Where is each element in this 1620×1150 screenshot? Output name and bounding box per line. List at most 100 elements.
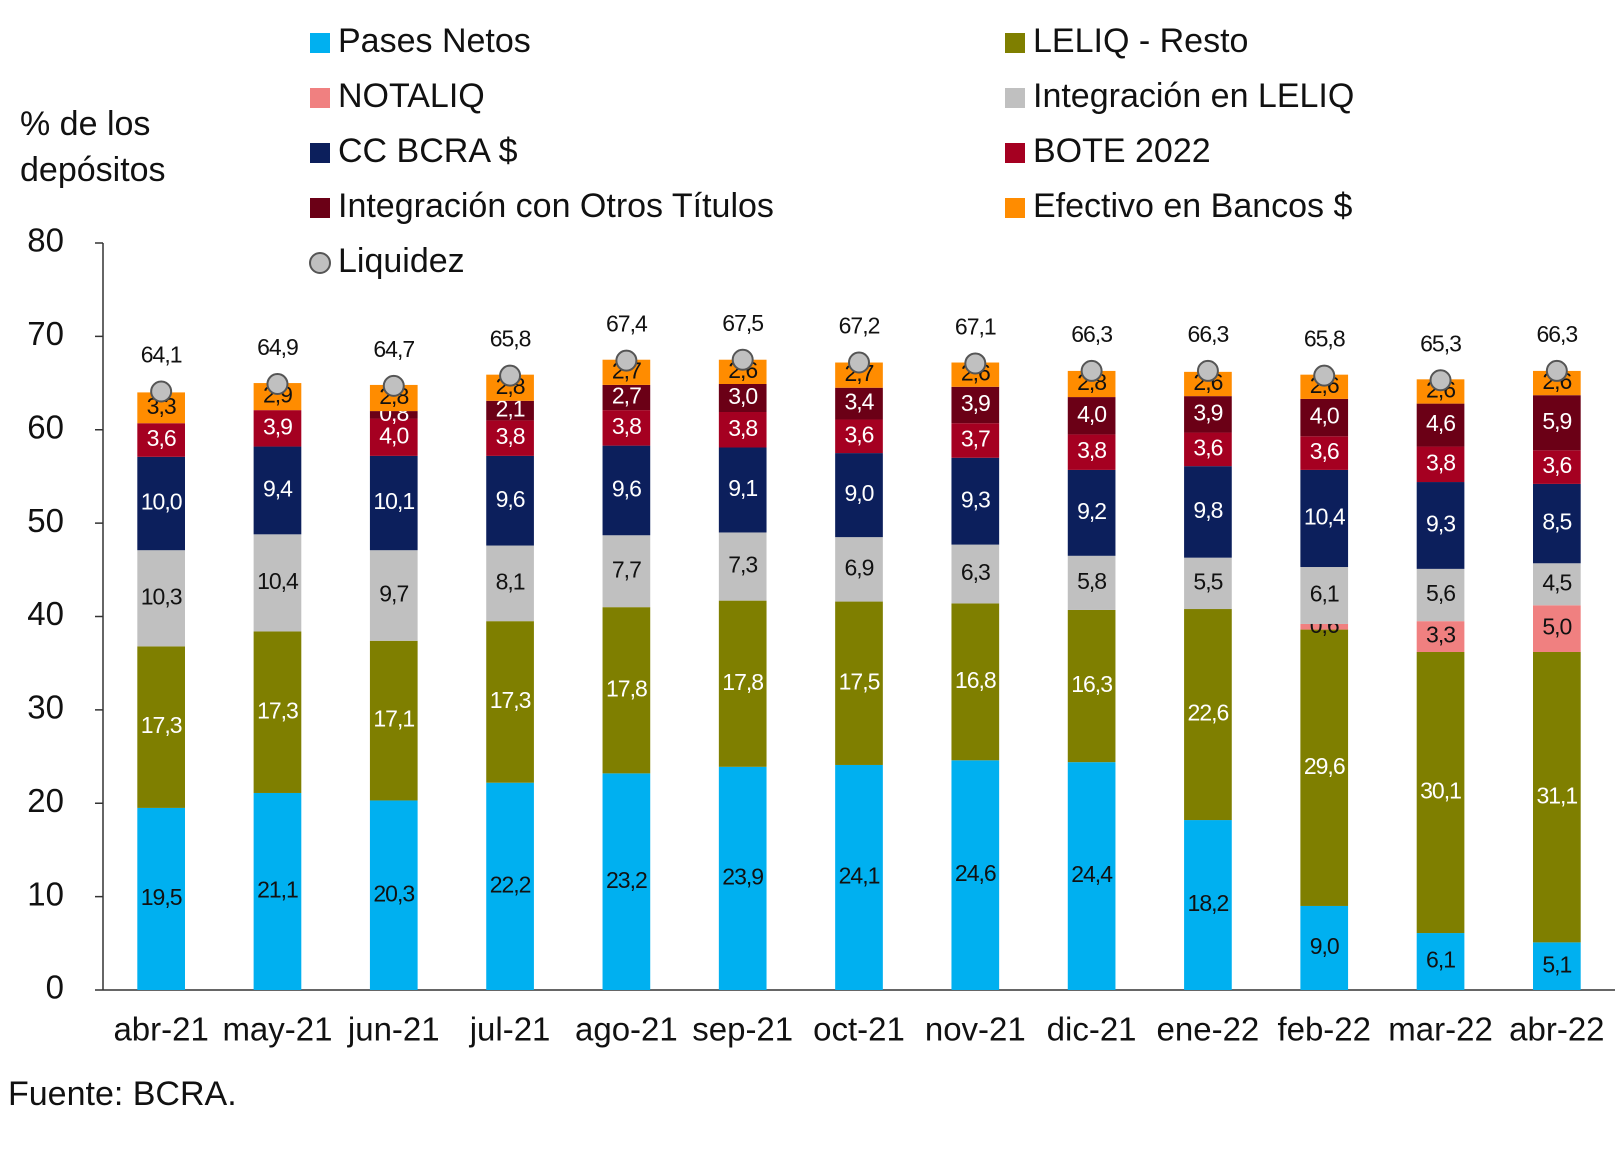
data-label: 23,2	[606, 867, 647, 893]
liquidez-marker	[1429, 369, 1452, 392]
bar-segment	[1533, 450, 1581, 484]
bar-segment	[1067, 555, 1116, 610]
legend-marker	[309, 252, 331, 274]
bar-segment	[951, 457, 1000, 545]
legend-label: Efectivo en Bancos $	[1033, 187, 1353, 225]
data-label: 3,9	[1193, 399, 1222, 425]
bar-segment	[1416, 651, 1465, 934]
data-label: 17,8	[606, 675, 647, 701]
liquidez-marker	[499, 364, 522, 387]
bar-segment	[369, 411, 418, 419]
bar-segment	[369, 418, 418, 456]
bar-segment	[1184, 396, 1232, 433]
legend-label: Integración con Otros Títulos	[338, 187, 774, 225]
data-label: 31,1	[1536, 782, 1577, 808]
legend-swatch	[310, 143, 330, 163]
data-label: 4,0	[1310, 403, 1339, 429]
data-label: 5,8	[1077, 568, 1106, 594]
data-label: 6,9	[845, 554, 874, 580]
data-label: 10,4	[257, 568, 299, 594]
y-tick-label: 70	[27, 315, 64, 352]
data-label: 8,1	[496, 568, 525, 594]
bar-segment	[1067, 469, 1116, 556]
bar-segment	[602, 607, 651, 774]
data-label: 17,5	[839, 668, 880, 694]
data-label: 2,7	[612, 383, 641, 409]
legend-label: Pases Netos	[338, 22, 531, 60]
bar-segment	[835, 419, 883, 454]
liquidez-marker	[266, 372, 289, 395]
bar-segment	[137, 807, 185, 990]
bar-segment	[602, 535, 651, 608]
legend-label: BOTE 2022	[1033, 132, 1211, 170]
data-label: 10,4	[1304, 504, 1346, 530]
y-tick-label: 40	[27, 595, 64, 632]
data-label: 3,6	[1310, 438, 1339, 464]
liquidez-label: 67,1	[955, 314, 996, 340]
liquidez-marker	[731, 348, 754, 371]
liquidez-label: 67,4	[606, 311, 648, 337]
bar-segment	[718, 412, 767, 448]
source: Fuente: BCRA.	[8, 1075, 237, 1113]
data-label: 24,4	[1071, 861, 1113, 887]
x-tick-label: may-21	[222, 1011, 332, 1048]
data-label: 22,6	[1188, 700, 1229, 726]
x-tick-label: dic-21	[1047, 1011, 1137, 1048]
bar-segment	[1067, 434, 1116, 470]
bar-segment	[486, 455, 534, 546]
data-label: 24,6	[955, 860, 996, 886]
data-label: 10,0	[141, 489, 182, 515]
bar-segment	[1533, 651, 1581, 943]
data-label: 3,9	[961, 390, 990, 416]
data-label: 3,3	[1426, 622, 1455, 648]
bar-segment	[1533, 395, 1581, 451]
liquidez-marker	[848, 351, 870, 374]
data-label: 16,3	[1071, 671, 1112, 697]
bar-segment	[253, 410, 302, 447]
data-label: 3,8	[612, 413, 641, 439]
data-label: 3,6	[1542, 452, 1571, 478]
bar-segment	[951, 603, 1000, 761]
legend-label: LELIQ - Resto	[1033, 22, 1248, 60]
liquidez-marker	[150, 380, 173, 403]
bar-segment	[1533, 483, 1581, 564]
bar-segment	[137, 423, 185, 457]
bar-segment	[718, 532, 767, 601]
liquidez-marker	[964, 352, 987, 375]
legend-swatch	[1005, 198, 1025, 218]
bar-segment	[369, 455, 418, 551]
bar-segment	[718, 383, 767, 413]
x-tick-label: abr-21	[113, 1011, 208, 1048]
x-tick-label: ene-22	[1157, 1011, 1260, 1048]
bar-segment	[369, 640, 418, 801]
legend-label: NOTALIQ	[338, 77, 485, 115]
data-label: 3,8	[1077, 437, 1106, 463]
data-label: 7,7	[612, 556, 641, 582]
data-label: 18,2	[1188, 890, 1229, 916]
liquidez-marker	[1545, 359, 1568, 382]
data-label: 3,6	[147, 425, 176, 451]
bar-segment	[1300, 436, 1349, 470]
data-label: 29,6	[1304, 753, 1345, 779]
legend-label: CC BCRA $	[338, 132, 518, 170]
bar-segment	[835, 453, 883, 538]
bar-segment	[1533, 942, 1581, 990]
bar-segment	[1416, 403, 1465, 447]
data-label: 7,3	[728, 552, 757, 578]
liquidez-label: 66,3	[1071, 321, 1112, 347]
bar-segment	[835, 764, 883, 990]
bar-segment	[835, 537, 883, 602]
liquidez-label: 64,1	[141, 342, 182, 368]
bar-segment	[951, 544, 1000, 604]
data-label: 5,1	[1542, 951, 1571, 977]
bar-segment	[1533, 605, 1581, 652]
bar-segment	[486, 420, 534, 456]
data-label: 4,6	[1426, 410, 1455, 436]
bar-segment	[1067, 762, 1116, 990]
y-tick-label: 10	[27, 875, 64, 912]
data-label: 3,8	[728, 415, 757, 441]
legend-swatch	[1005, 33, 1025, 53]
data-label: 17,3	[257, 697, 298, 723]
data-label: 24,1	[839, 863, 880, 889]
